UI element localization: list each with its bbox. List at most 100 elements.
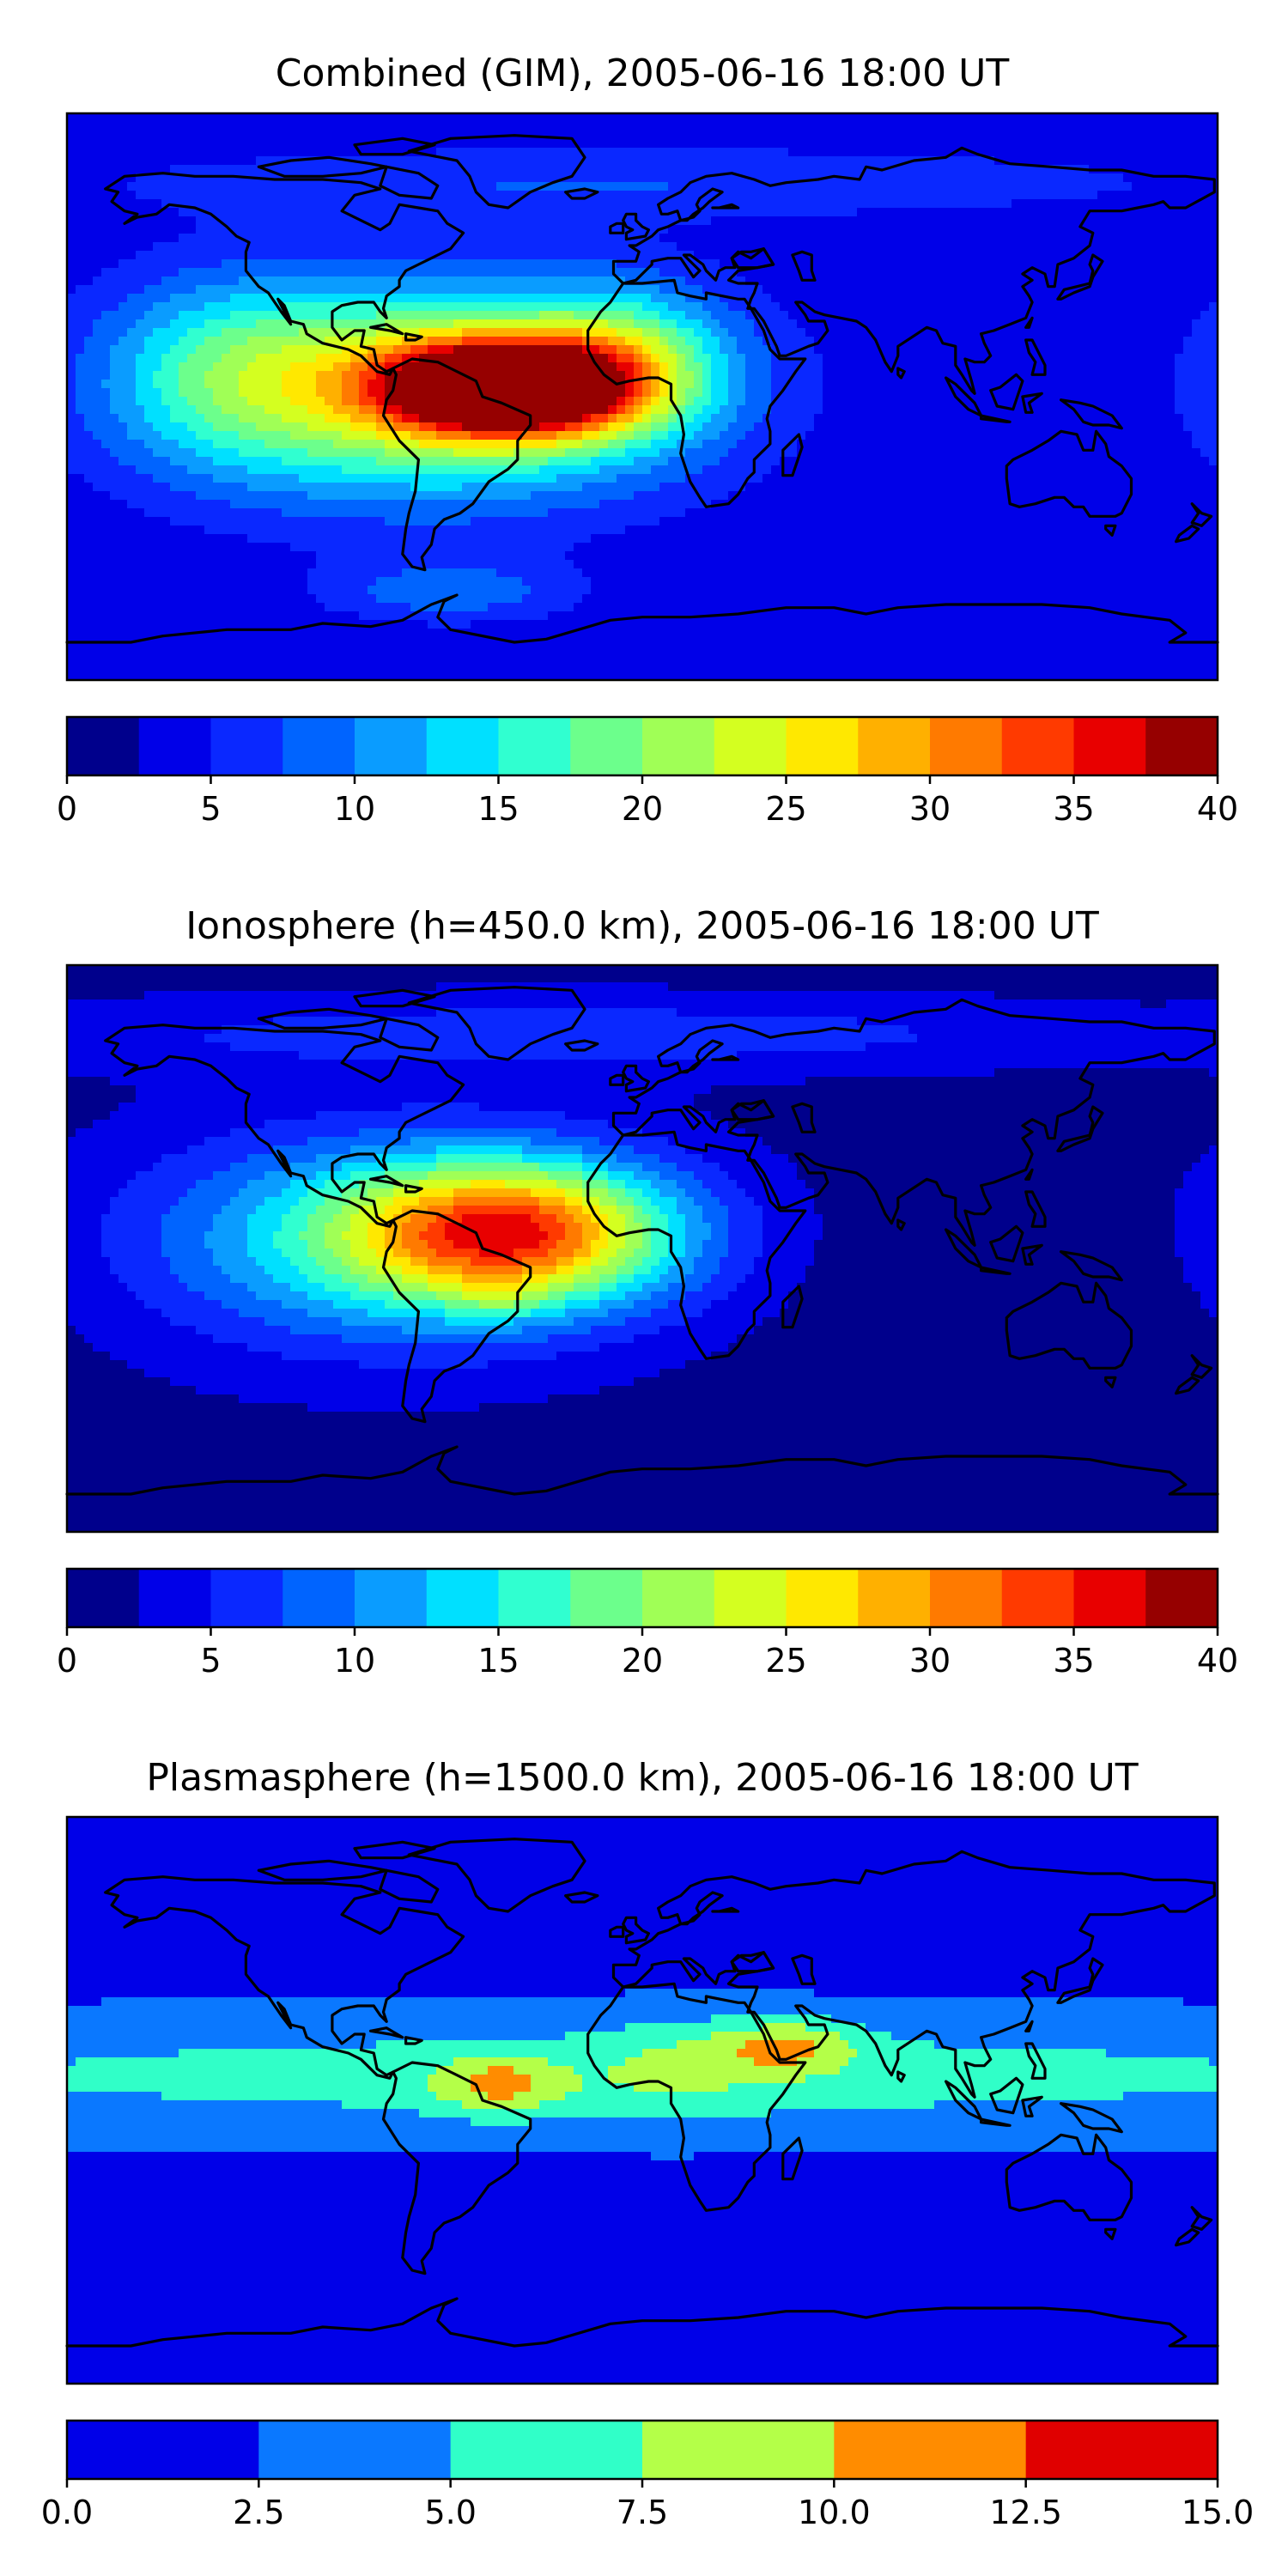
heatmap-cell <box>539 311 549 320</box>
heatmap-cell <box>445 422 454 432</box>
heatmap-cell <box>410 276 420 286</box>
heatmap-cell <box>127 319 137 329</box>
heatmap-cell <box>711 388 720 398</box>
heatmap-cell <box>1149 319 1158 329</box>
heatmap-cell <box>299 285 308 295</box>
heatmap-cell <box>1123 139 1133 149</box>
heatmap-cell <box>161 156 171 166</box>
heatmap-cell <box>410 156 420 166</box>
heatmap-cell <box>496 216 506 226</box>
heatmap-cell <box>934 234 944 243</box>
heatmap-cell <box>977 397 987 406</box>
heatmap-cell <box>127 328 137 337</box>
heatmap-cell <box>617 131 626 140</box>
heatmap-cell <box>428 405 437 415</box>
heatmap-cell <box>350 380 360 389</box>
heatmap-cell <box>642 131 652 140</box>
heatmap-cell <box>273 371 283 380</box>
heatmap-cell <box>900 380 909 389</box>
heatmap-cell <box>582 276 592 286</box>
heatmap-cell <box>1072 268 1081 277</box>
heatmap-cell <box>908 354 918 363</box>
heatmap-cell <box>488 362 497 372</box>
heatmap-cell <box>608 319 617 329</box>
heatmap-cell <box>677 199 686 209</box>
heatmap-cell <box>1037 242 1047 252</box>
heatmap-cell <box>376 216 386 226</box>
heatmap-cell <box>694 234 703 243</box>
heatmap-cell <box>239 113 248 123</box>
heatmap-cell <box>127 225 137 234</box>
heatmap-cell <box>994 208 1004 217</box>
heatmap-cell <box>161 345 171 355</box>
heatmap-cell <box>591 268 600 277</box>
heatmap-cell <box>694 182 703 191</box>
heatmap-cell <box>677 276 686 286</box>
heatmap-cell <box>1149 216 1158 226</box>
heatmap-cell <box>1123 302 1133 312</box>
heatmap-cell <box>316 148 325 157</box>
heatmap-cell <box>76 302 85 312</box>
heatmap-cell <box>788 388 798 398</box>
heatmap-cell <box>1046 380 1055 389</box>
heatmap-cell <box>960 302 969 312</box>
heatmap-cell <box>333 405 343 415</box>
heatmap-cell <box>153 362 162 372</box>
heatmap-cell <box>496 259 506 269</box>
heatmap-cell <box>513 242 523 252</box>
heatmap-cell <box>805 234 815 243</box>
heatmap-cell <box>539 414 549 423</box>
heatmap-cell <box>256 122 265 131</box>
heatmap-cell <box>634 294 643 303</box>
heatmap-cell <box>1106 148 1115 157</box>
heatmap-cell <box>556 328 566 337</box>
heatmap-cell <box>488 311 497 320</box>
heatmap-cell <box>883 148 892 157</box>
heatmap-cell <box>565 371 574 380</box>
heatmap-cell <box>788 397 798 406</box>
heatmap-cell <box>230 345 240 355</box>
heatmap-cell <box>359 225 368 234</box>
heatmap-cell <box>170 431 179 440</box>
heatmap-cell <box>1192 156 1201 166</box>
heatmap-cell <box>1200 345 1210 355</box>
heatmap-cell <box>1157 148 1167 157</box>
heatmap-cell <box>144 268 154 277</box>
heatmap-cell <box>539 285 549 295</box>
heatmap-cell <box>840 294 849 303</box>
heatmap-cell <box>831 422 841 432</box>
heatmap-cell <box>479 122 489 131</box>
heatmap-cell <box>264 302 274 312</box>
heatmap-cell <box>505 362 514 372</box>
heatmap-cell <box>187 337 197 346</box>
heatmap-cell <box>891 285 901 295</box>
heatmap-cell <box>1157 380 1167 389</box>
heatmap-cell <box>831 294 841 303</box>
heatmap-cell <box>359 414 368 423</box>
heatmap-cell <box>728 362 738 372</box>
heatmap-cell <box>393 242 403 252</box>
heatmap-cell <box>720 131 729 140</box>
heatmap-cell <box>866 380 875 389</box>
heatmap-cell <box>1192 380 1201 389</box>
heatmap-cell <box>1192 139 1201 149</box>
heatmap-cell <box>1192 165 1201 174</box>
heatmap-cell <box>556 371 566 380</box>
heatmap-cell <box>642 148 652 157</box>
heatmap-cell <box>574 405 583 415</box>
heatmap-cell <box>720 122 729 131</box>
heatmap-cell <box>299 337 308 346</box>
heatmap-cell <box>986 165 995 174</box>
heatmap-cell <box>1200 208 1210 217</box>
heatmap-cell <box>805 328 815 337</box>
heatmap-cell <box>994 337 1004 346</box>
heatmap-cell <box>1097 156 1107 166</box>
heatmap-cell <box>273 234 283 243</box>
heatmap-cell <box>462 139 471 149</box>
heatmap-cell <box>136 268 145 277</box>
heatmap-cell <box>780 371 789 380</box>
heatmap-cell <box>720 319 729 329</box>
heatmap-cell <box>136 380 145 389</box>
heatmap-cell <box>1046 191 1055 200</box>
heatmap-cell <box>960 173 969 183</box>
